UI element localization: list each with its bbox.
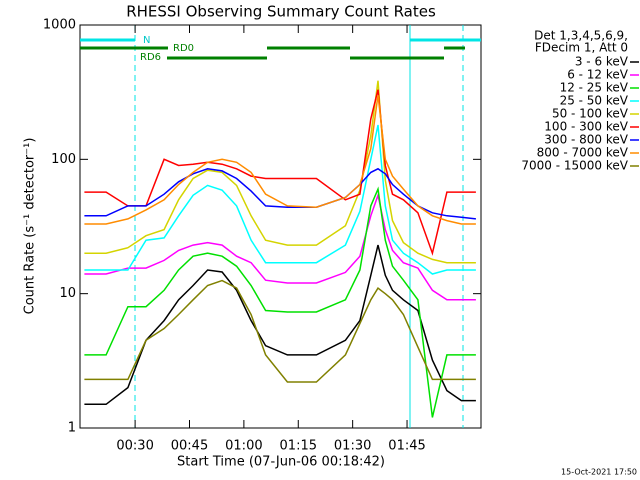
series-line [84,124,476,275]
series-line [84,279,476,383]
series-line [84,95,476,225]
legend-label: 50 - 100 keV [552,107,629,121]
y-tick-label: 10 [59,286,76,301]
legend-label: 7000 - 15000 keV [521,159,628,173]
plot-frame [79,24,482,429]
x-tick-label: 01:00 [225,439,262,454]
annotation: N [143,35,150,46]
series-line [84,192,476,301]
x-tick-label: 00:45 [171,439,208,454]
chart-title: RHESSI Observing Summary Count Rates [126,3,436,21]
legend-header: FDecim 1, Att 0 [535,41,628,55]
series-line [84,89,476,256]
annotation: RD6 [140,52,161,63]
legend-label: 6 - 12 keV [567,68,629,82]
legend-label: 25 - 50 keV [560,94,629,108]
legend-label: 12 - 25 keV [560,81,629,95]
y-tick-label: 1000 [43,18,76,33]
annotation: RD0 [173,43,194,54]
y-axis-label: Count Rate (s⁻¹ detector⁻¹) [23,138,38,315]
footer: 15-Oct-2021 17:50 [561,468,637,477]
x-tick-label: 01:30 [334,439,371,454]
legend-label: 100 - 300 keV [544,120,628,134]
series-line [84,244,476,406]
legend-label: 3 - 6 keV [575,55,629,69]
x-tick-label: 01:15 [280,439,317,454]
legend-label: 800 - 7000 keV [537,146,629,160]
series-line [84,186,476,418]
y-tick-label: 1 [68,421,76,436]
legend-header: Det 1,3,4,5,6,9, [534,29,628,43]
x-tick-label: 00:30 [116,439,153,454]
legend-label: 300 - 800 keV [544,133,628,147]
y-tick-label: 100 [51,152,76,167]
x-axis-label: Start Time (07-Jun-06 00:18:42) [177,455,385,470]
x-tick-label: 01:45 [388,439,425,454]
series-line [84,80,476,264]
